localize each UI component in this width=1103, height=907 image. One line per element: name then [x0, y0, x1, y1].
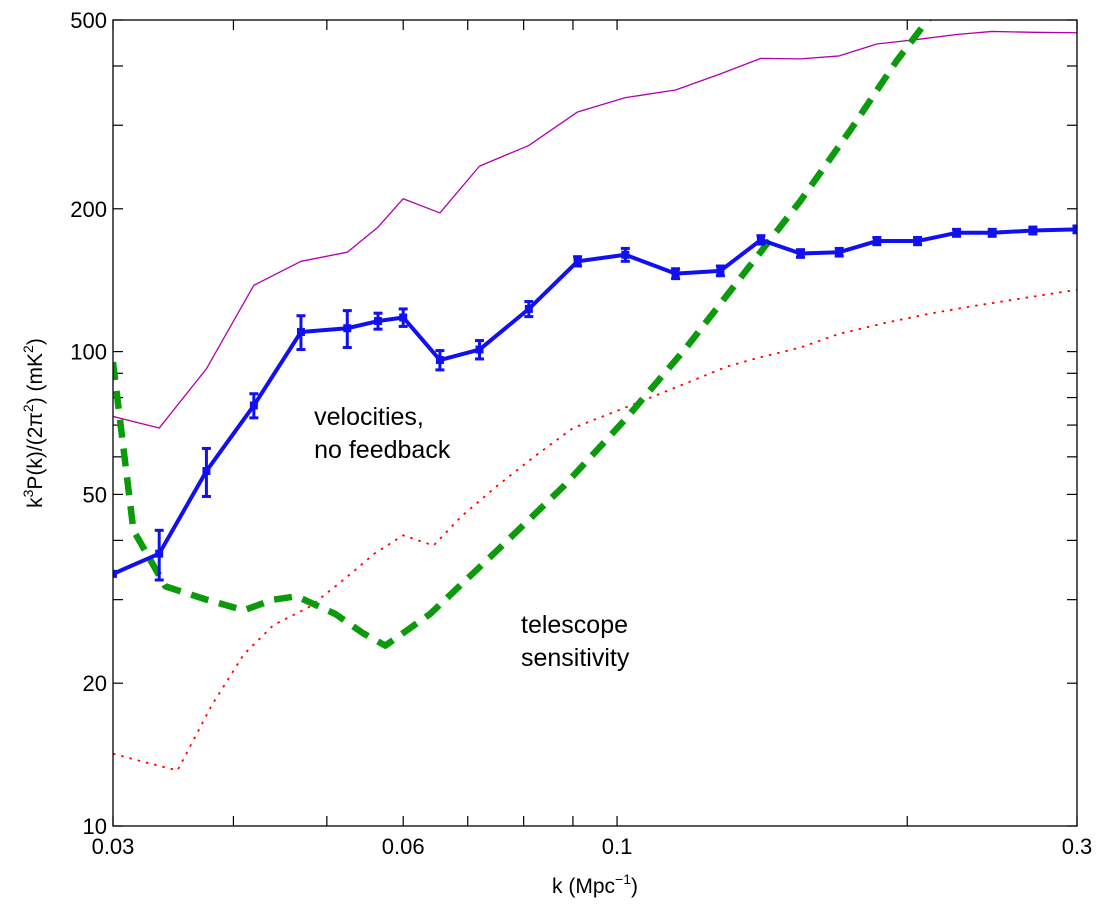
data-point-marker	[913, 237, 922, 246]
data-point-marker	[475, 345, 484, 354]
x-tick-label: 0.06	[382, 834, 425, 859]
annotation-line: no feedback	[314, 436, 451, 464]
y-tick-label: 500	[70, 8, 107, 33]
plot-frame	[112, 19, 1078, 827]
data-point-marker	[202, 467, 211, 476]
data-point-marker	[399, 313, 408, 322]
tick-labels: 0.03 0.06 0.1 0.3 10 20 50 100 200 500	[70, 8, 1092, 859]
series-dashed-thick-line	[113, 20, 932, 649]
x-tick-label: 0.3	[1062, 834, 1093, 859]
x-axis-label: k (Mpc−1)	[552, 871, 638, 898]
y-tick-label: 20	[83, 671, 107, 696]
data-point-marker	[1073, 225, 1077, 234]
data-point-marker	[835, 248, 844, 257]
data-point-marker	[671, 269, 680, 278]
series-thin-solid-line	[113, 30, 1077, 429]
series-layer	[113, 20, 1077, 772]
data-point-marker	[343, 324, 352, 333]
data-point-marker	[621, 250, 630, 259]
annotation-line: telescope	[521, 611, 628, 639]
data-point-marker	[716, 266, 725, 275]
data-point-marker	[872, 237, 881, 246]
data-point-marker	[435, 356, 444, 365]
y-tick-label: 50	[83, 482, 107, 507]
series-dotted-line	[113, 288, 1077, 772]
y-axis-label: k3P(k)/(2π2) (mK2)	[20, 338, 47, 508]
data-point-marker	[796, 249, 805, 258]
y-tick-label: 10	[83, 814, 107, 839]
data-point-marker	[952, 228, 961, 237]
data-point-marker	[296, 327, 305, 336]
annotation-text: telescope sensitivity	[521, 611, 630, 672]
x-tick-label: 0.03	[92, 834, 135, 859]
y-tick-label: 100	[70, 340, 107, 365]
data-point-marker	[1028, 226, 1037, 235]
annotation-text: velocities, no feedback	[314, 403, 451, 464]
data-point-marker	[524, 304, 533, 313]
annotation-line: velocities,	[314, 403, 424, 431]
data-point-marker	[155, 549, 164, 558]
data-point-marker	[374, 317, 383, 326]
data-point-marker	[573, 257, 582, 266]
data-point-marker	[756, 235, 765, 244]
data-point-marker	[113, 569, 117, 578]
annotation-line: sensitivity	[521, 644, 630, 672]
x-tick-label: 0.1	[602, 834, 633, 859]
axis-ticks	[112, 19, 1078, 827]
data-point-marker	[249, 401, 258, 410]
data-point-marker	[988, 228, 997, 237]
annotations: velocities, no feedback telescope sensitivi…	[314, 403, 630, 672]
series-thick-solid-errorbars-line	[113, 227, 1077, 576]
y-tick-label: 200	[70, 197, 107, 222]
